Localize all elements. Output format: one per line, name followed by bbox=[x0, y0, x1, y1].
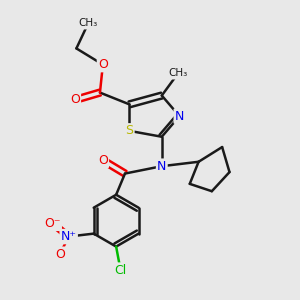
Text: O: O bbox=[98, 58, 108, 71]
Text: S: S bbox=[125, 124, 134, 137]
Text: N: N bbox=[175, 110, 184, 123]
Text: N⁺: N⁺ bbox=[61, 230, 77, 243]
Text: O: O bbox=[55, 248, 65, 261]
Text: O⁻: O⁻ bbox=[44, 217, 61, 230]
Text: CH₃: CH₃ bbox=[79, 18, 98, 28]
Text: CH₃: CH₃ bbox=[168, 68, 188, 78]
Text: Cl: Cl bbox=[114, 264, 127, 277]
Text: O: O bbox=[70, 93, 80, 106]
Text: N: N bbox=[157, 160, 167, 173]
Text: O: O bbox=[98, 154, 108, 167]
